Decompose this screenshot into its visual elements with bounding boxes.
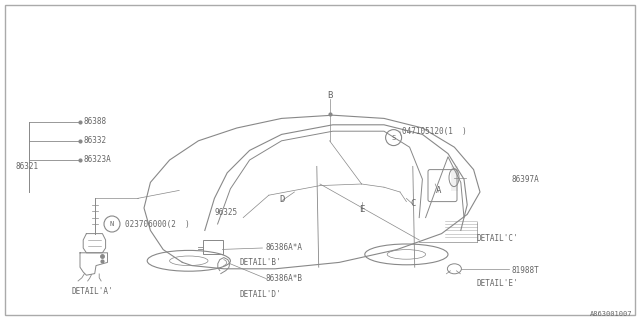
Text: 86321: 86321 — [16, 162, 39, 171]
Text: 86388: 86388 — [83, 117, 106, 126]
Text: 86386A*A: 86386A*A — [266, 244, 303, 252]
Text: E: E — [359, 205, 364, 214]
Text: A: A — [436, 186, 441, 195]
Text: 96325: 96325 — [214, 208, 237, 217]
Text: B: B — [327, 92, 332, 100]
Text: DETAIL'D': DETAIL'D' — [240, 290, 282, 299]
Text: DETAIL'C': DETAIL'C' — [477, 234, 518, 243]
Text: 047105120(1  ): 047105120(1 ) — [402, 127, 467, 136]
Text: 86332: 86332 — [83, 136, 106, 145]
Text: 86397A: 86397A — [512, 175, 540, 184]
Text: 86323A: 86323A — [83, 156, 111, 164]
Text: DETAIL'A': DETAIL'A' — [72, 287, 114, 296]
Text: DETAIL'E': DETAIL'E' — [477, 279, 518, 288]
Text: N: N — [110, 221, 114, 227]
Text: D: D — [279, 196, 284, 204]
Text: S: S — [392, 135, 396, 140]
Text: DETAIL'B': DETAIL'B' — [240, 258, 282, 267]
Text: 86386A*B: 86386A*B — [266, 274, 303, 283]
Text: 023706000(2  ): 023706000(2 ) — [125, 220, 189, 228]
Text: 81988T: 81988T — [512, 266, 540, 275]
Text: A863001007: A863001007 — [589, 311, 632, 317]
Text: C: C — [410, 199, 415, 208]
